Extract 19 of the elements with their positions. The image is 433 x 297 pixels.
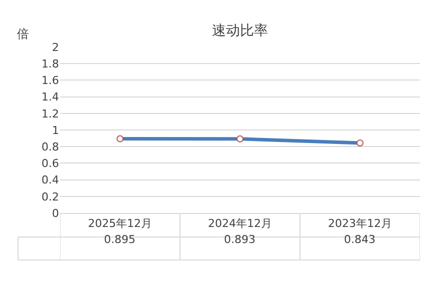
y-tick-label: 2 xyxy=(52,40,59,54)
y-tick-label: 1.4 xyxy=(42,90,59,104)
x-tick-label: 2024年12月 xyxy=(208,217,272,230)
data-label: 0.895 xyxy=(104,233,136,246)
y-axis-title: 倍 xyxy=(17,27,29,41)
y-tick-label: 1.2 xyxy=(42,107,59,120)
y-tick-label: 0 xyxy=(52,206,59,220)
chart-title: 速动比率 xyxy=(212,23,268,39)
y-tick-label: 0.2 xyxy=(42,190,59,204)
data-label: 0.893 xyxy=(224,233,256,246)
x-tick-label: 2023年12月 xyxy=(328,217,392,230)
y-tick-label: 0.8 xyxy=(42,140,59,154)
y-tick-label: 1.8 xyxy=(42,57,59,70)
y-tick-label: 1.6 xyxy=(42,74,59,88)
y-tick-label: 0.6 xyxy=(42,157,59,170)
y-tick-label: 0.4 xyxy=(42,174,59,187)
y-tick-label: 1 xyxy=(52,124,59,137)
data-label: 0.843 xyxy=(344,233,376,246)
x-tick-label: 2025年12月 xyxy=(88,217,152,230)
